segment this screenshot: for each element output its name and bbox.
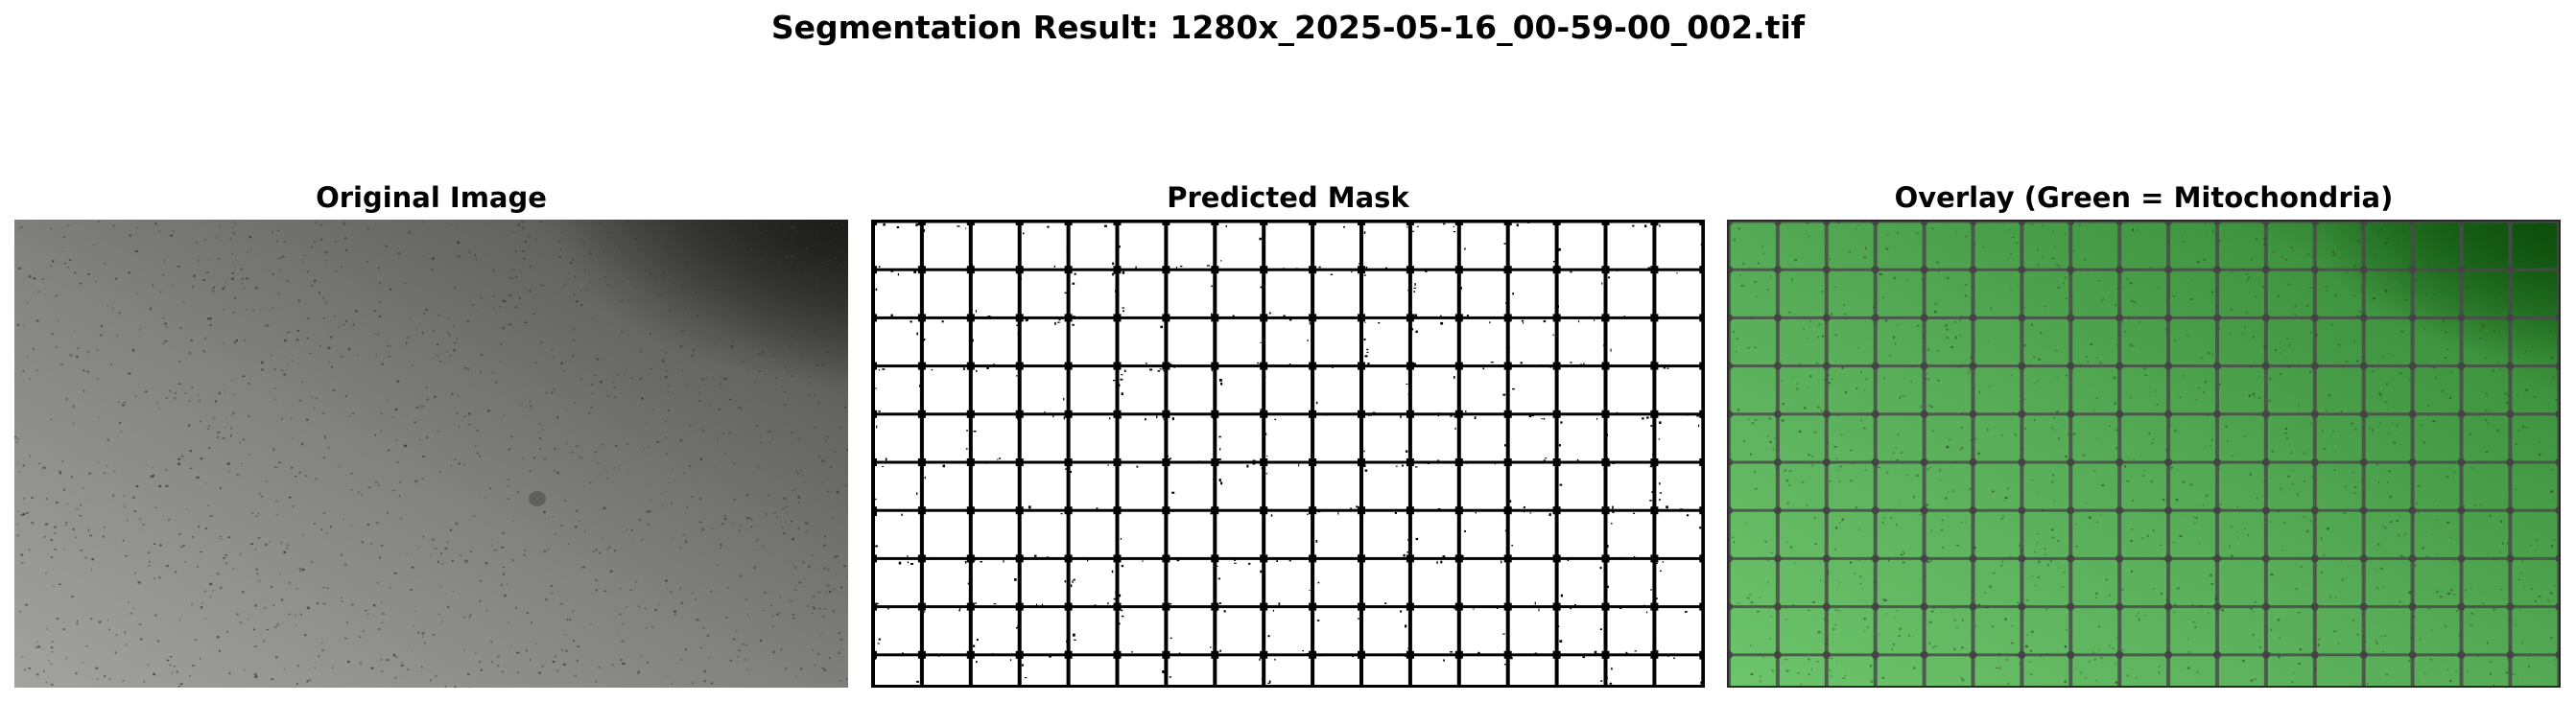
original-image-panel: [14, 220, 848, 688]
overlay-image: [1727, 220, 2561, 688]
original-image-title: Original Image: [316, 181, 547, 214]
predicted-mask: [871, 220, 1705, 688]
predicted-mask-panel: [871, 220, 1705, 688]
overlay-panel: [1727, 220, 2561, 688]
predicted-mask-title: Predicted Mask: [1167, 181, 1409, 214]
figure-title: Segmentation Result: 1280x_2025-05-16_00…: [770, 9, 1806, 46]
overlay-title: Overlay (Green = Mitochondria): [1894, 181, 2394, 214]
original-image: [14, 220, 848, 688]
